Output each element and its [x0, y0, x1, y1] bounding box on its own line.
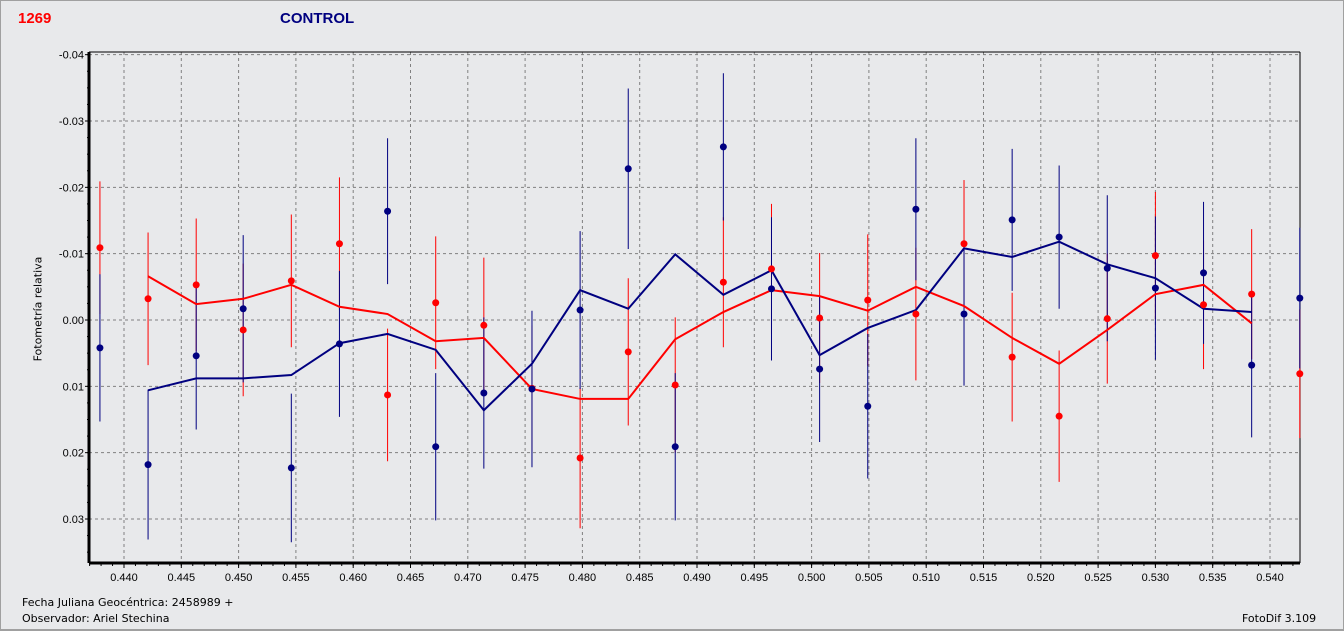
red-data-point — [1055, 412, 1063, 420]
x-tick-label: 0.510 — [912, 572, 940, 584]
blue-data-point — [671, 443, 679, 451]
blue-trend-line — [147, 240, 1252, 412]
red-data-point — [912, 310, 920, 318]
y-tick-label: -0.02 — [59, 182, 84, 194]
red-data-point — [144, 295, 152, 303]
red-data-point — [287, 277, 295, 285]
red-data-point — [767, 265, 775, 273]
jd-label: Fecha Juliana Geocéntrica: 2458989 + — [22, 596, 234, 609]
red-data-point — [576, 454, 584, 462]
x-tick-label: 0.530 — [1142, 572, 1170, 584]
red-trend-line — [147, 275, 1253, 400]
y-tick-label: 0.00 — [63, 315, 84, 327]
x-tick-label: 0.450 — [225, 572, 253, 584]
blue-data-point — [144, 461, 152, 469]
red-data-point — [719, 278, 727, 286]
red-data-point — [432, 299, 440, 307]
x-tick-label: 0.490 — [683, 572, 711, 584]
red-data-point — [96, 244, 104, 252]
blue-data-point — [335, 340, 343, 348]
red-data-point — [1151, 252, 1159, 260]
x-tick-label: 0.475 — [511, 572, 539, 584]
y-tick-label: -0.04 — [59, 50, 84, 62]
blue-data-point — [912, 205, 920, 213]
red-data-point — [239, 326, 247, 334]
blue-data-point — [528, 385, 536, 393]
blue-data-point — [192, 352, 200, 360]
blue-data-point — [287, 464, 295, 472]
x-tick-label: 0.485 — [626, 572, 654, 584]
x-tick-label: 0.460 — [339, 572, 367, 584]
red-data-point — [960, 240, 968, 248]
x-tick-label: 0.500 — [798, 572, 826, 584]
blue-data-point — [480, 389, 488, 397]
blue-data-point — [1151, 284, 1159, 292]
blue-data-point — [1055, 233, 1063, 241]
red-data-point — [1008, 353, 1016, 361]
red-data-point — [384, 391, 392, 399]
red-data-point — [624, 348, 632, 356]
blue-data-point — [96, 344, 104, 352]
red-data-point — [816, 314, 824, 322]
red-data-point — [1200, 301, 1208, 309]
chart-title: CONTROL — [280, 10, 355, 27]
x-tick-label: 0.525 — [1084, 572, 1112, 584]
blue-data-point — [1103, 264, 1111, 272]
software-version: FotoDif 3.109 — [1242, 612, 1317, 625]
blue-data-point — [719, 143, 727, 151]
observer-label: Observador: Ariel Stechina — [22, 612, 170, 625]
red-data-point — [1248, 290, 1256, 298]
blue-data-point — [864, 402, 872, 410]
y-tick-label: 0.02 — [63, 448, 84, 460]
x-tick-label: 0.470 — [454, 572, 482, 584]
blue-data-point — [960, 310, 968, 318]
red-data-point — [480, 321, 488, 329]
red-data-point — [192, 281, 200, 289]
blue-data-point — [1248, 361, 1256, 369]
x-tick-label: 0.455 — [282, 572, 310, 584]
x-tick-label: 0.540 — [1256, 572, 1284, 584]
blue-data-point — [576, 306, 584, 314]
blue-data-point — [624, 165, 632, 173]
blue-data-point — [1296, 294, 1304, 302]
x-tick-label: 0.505 — [855, 572, 883, 584]
blue-data-point — [1008, 216, 1016, 224]
y-tick-label: -0.01 — [59, 249, 84, 261]
red-data-point — [335, 240, 343, 248]
red-data-point — [671, 381, 679, 389]
blue-data-point — [384, 207, 392, 215]
x-tick-label: 0.440 — [110, 572, 138, 584]
blue-data-point — [432, 443, 440, 451]
blue-data-point — [816, 365, 824, 373]
x-tick-label: 0.535 — [1199, 572, 1227, 584]
y-tick-label: 0.03 — [63, 514, 84, 526]
y-tick-label: 0.01 — [63, 381, 84, 393]
x-tick-label: 0.515 — [970, 572, 998, 584]
blue-data-point — [239, 305, 247, 313]
red-data-point — [1103, 315, 1111, 323]
object-id-label: 1269 — [18, 10, 52, 27]
x-tick-label: 0.445 — [168, 572, 196, 584]
x-tick-label: 0.465 — [397, 572, 425, 584]
x-tick-label: 0.520 — [1027, 572, 1055, 584]
x-tick-label: 0.480 — [569, 572, 597, 584]
blue-data-point — [1200, 269, 1208, 277]
blue-data-point — [767, 285, 775, 293]
x-tick-label: 0.495 — [741, 572, 769, 584]
y-tick-label: -0.03 — [59, 116, 84, 128]
red-data-point — [1296, 370, 1304, 378]
red-data-point — [864, 296, 872, 304]
